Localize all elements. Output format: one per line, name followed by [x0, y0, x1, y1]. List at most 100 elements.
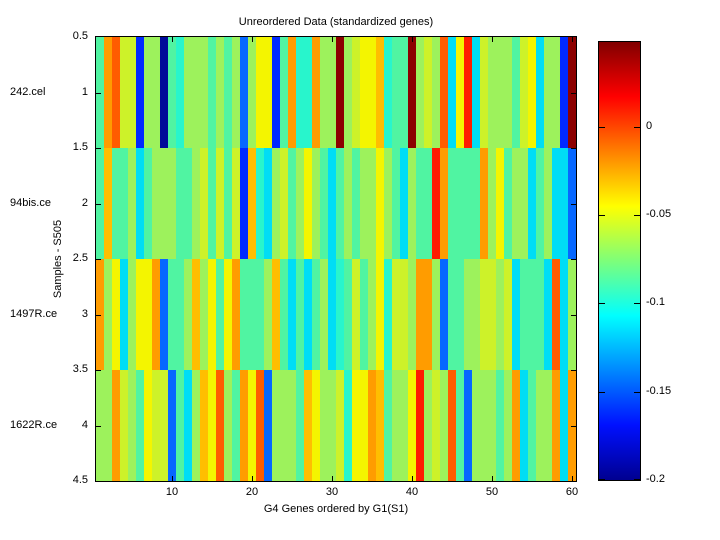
heatmap-cell	[464, 148, 472, 259]
heatmap-cell	[488, 148, 496, 259]
heatmap-cell	[512, 370, 520, 481]
heatmap-cell	[336, 259, 344, 370]
heatmap-cell	[104, 37, 112, 148]
x-tick-mark	[492, 37, 493, 42]
colorbar-tick-mark	[634, 215, 640, 216]
heatmap-cell	[544, 148, 552, 259]
heatmap-cell	[168, 37, 176, 148]
heatmap-cell	[216, 370, 224, 481]
heatmap-cell	[328, 370, 336, 481]
heatmap-cell	[384, 37, 392, 148]
y-tick-mark	[571, 204, 576, 205]
heatmap-cell	[296, 259, 304, 370]
heatmap-cell	[176, 37, 184, 148]
y-tick-mark	[96, 148, 101, 149]
heatmap-cell	[424, 148, 432, 259]
heatmap-cell	[464, 259, 472, 370]
heatmap-cell	[568, 37, 576, 148]
heatmap-cell	[296, 37, 304, 148]
heatmap-cell	[136, 148, 144, 259]
x-tick-label: 50	[485, 486, 499, 498]
heatmap-cell	[456, 37, 464, 148]
y-tick-mark	[571, 315, 576, 316]
heatmap-cell	[192, 37, 200, 148]
heatmap-cell	[200, 148, 208, 259]
y-tick-label: 3.5	[72, 363, 88, 375]
heatmap-cell	[96, 148, 104, 259]
x-tick-label: 10	[165, 486, 179, 498]
heatmap-cell	[392, 370, 400, 481]
heatmap-cell	[216, 37, 224, 148]
colorbar-tick-label: -0.05	[646, 208, 672, 220]
heatmap-cell	[528, 259, 536, 370]
heatmap-cell	[312, 370, 320, 481]
heatmap-cell	[480, 259, 488, 370]
heatmap-cell	[232, 259, 240, 370]
heatmap-cell	[496, 370, 504, 481]
heatmap-cell	[192, 370, 200, 481]
x-tick-mark	[572, 476, 573, 481]
heatmap-cell	[464, 370, 472, 481]
heatmap-cell	[504, 370, 512, 481]
heatmap-cell	[280, 370, 288, 481]
heatmap-cell	[192, 148, 200, 259]
heatmap-cell	[208, 370, 216, 481]
heatmap-cell	[104, 148, 112, 259]
heatmap-cell	[496, 148, 504, 259]
heatmap-cell	[176, 370, 184, 481]
x-tick-label: 20	[245, 486, 259, 498]
heatmap-cell	[208, 37, 216, 148]
heatmap-cell	[448, 370, 456, 481]
heatmap-cell	[232, 37, 240, 148]
colorbar-tick-label: -0.1	[646, 296, 665, 308]
heatmap-cell	[528, 148, 536, 259]
heatmap-cell	[328, 37, 336, 148]
y-tick-label: 2.5	[72, 252, 88, 264]
heatmap-cell	[520, 370, 528, 481]
heatmap-cell	[400, 370, 408, 481]
colorbar-tick-mark	[599, 392, 605, 393]
heatmap-cell	[440, 37, 448, 148]
heatmap-cell	[240, 370, 248, 481]
heatmap-cell	[144, 370, 152, 481]
y-tick-mark	[96, 259, 101, 260]
heatmap-cell	[504, 259, 512, 370]
heatmap-cell	[376, 259, 384, 370]
heatmap-cell	[472, 370, 480, 481]
x-tick-mark	[492, 476, 493, 481]
heatmap-cell	[456, 259, 464, 370]
heatmap-cell	[248, 259, 256, 370]
heatmap-cell	[352, 259, 360, 370]
heatmap-cell	[224, 370, 232, 481]
heatmap-cell	[472, 148, 480, 259]
heatmap-cell	[432, 259, 440, 370]
heatmap-cell	[272, 148, 280, 259]
y-tick-label: 0.5	[72, 30, 88, 42]
heatmap-cell	[456, 148, 464, 259]
heatmap-cell	[376, 37, 384, 148]
heatmap-cell	[136, 37, 144, 148]
heatmap-cell	[248, 37, 256, 148]
heatmap-cell	[160, 37, 168, 148]
x-axis-label: G4 Genes ordered by G1(S1)	[263, 503, 409, 515]
heatmap-cell	[288, 370, 296, 481]
y-tick-mark	[96, 315, 101, 316]
heatmap-cell	[280, 259, 288, 370]
heatmap-cell	[256, 148, 264, 259]
heatmap-cell	[224, 148, 232, 259]
heatmap-row	[96, 370, 576, 481]
heatmap-cell	[320, 37, 328, 148]
heatmap-cell	[312, 148, 320, 259]
heatmap-cell	[488, 259, 496, 370]
heatmap-cell	[408, 148, 416, 259]
heatmap-cell	[288, 37, 296, 148]
heatmap-cell	[424, 37, 432, 148]
x-tick-mark	[412, 37, 413, 42]
heatmap-cell	[344, 37, 352, 148]
heatmap-cell	[496, 37, 504, 148]
row-label: 1622R.ce	[10, 419, 58, 431]
heatmap-cell	[368, 148, 376, 259]
heatmap-cell	[184, 148, 192, 259]
heatmap-cell	[216, 148, 224, 259]
